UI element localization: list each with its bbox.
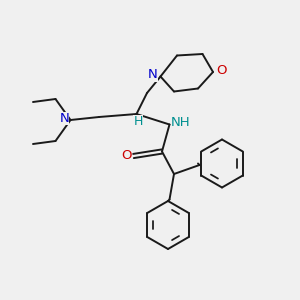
Text: O: O	[216, 64, 227, 77]
Text: O: O	[121, 148, 131, 162]
Text: N: N	[148, 68, 158, 82]
Text: NH: NH	[171, 116, 191, 129]
Text: N: N	[60, 112, 69, 125]
Text: H: H	[133, 115, 143, 128]
